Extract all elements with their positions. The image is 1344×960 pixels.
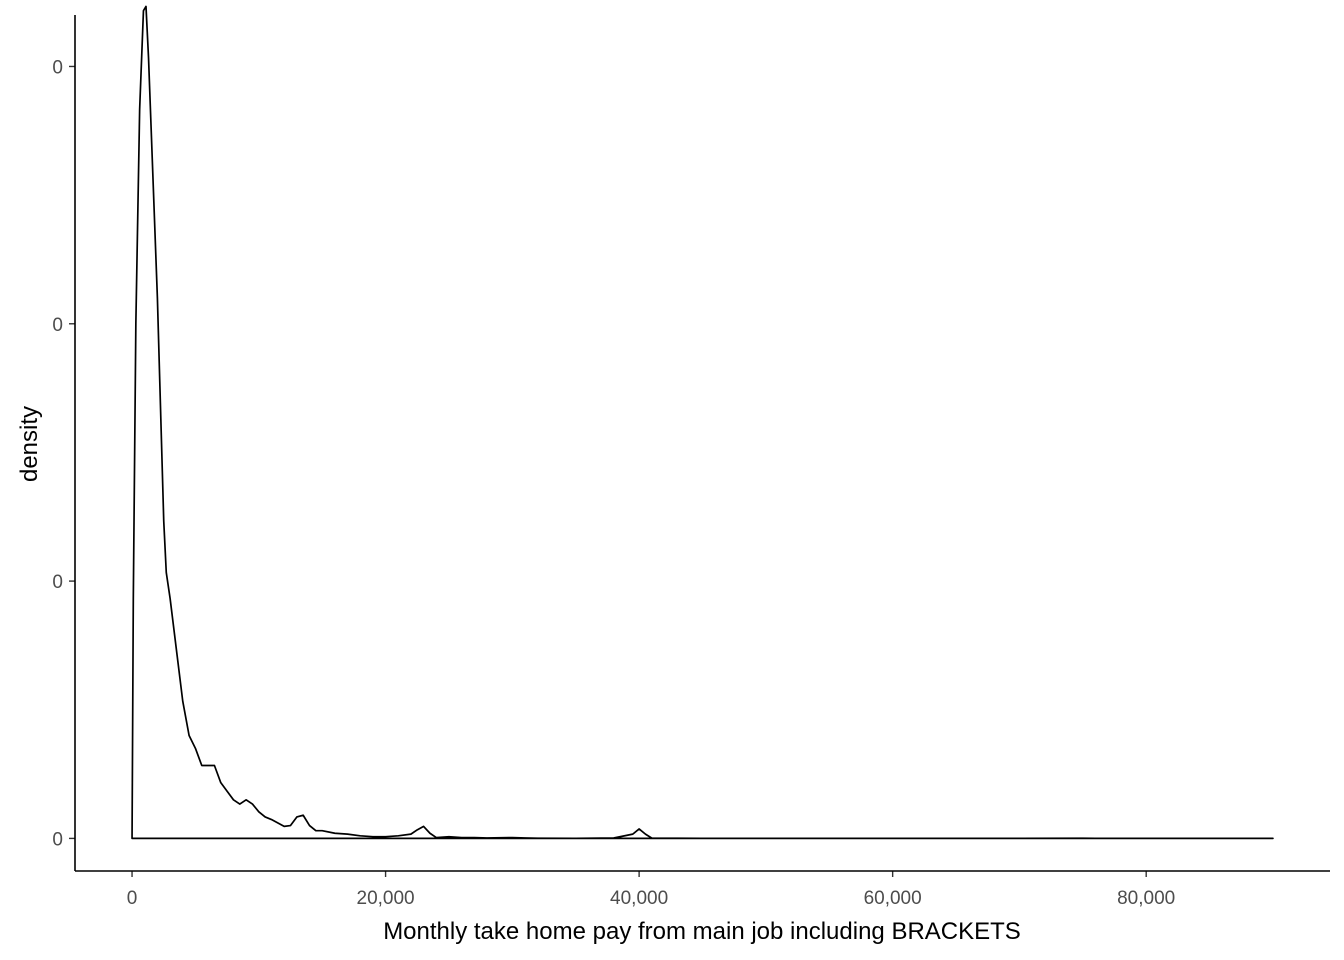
x-axis-title: Monthly take home pay from main job incl… — [383, 918, 1021, 945]
x-tick-label: 40,000 — [610, 888, 668, 909]
y-tick-label: 0 — [52, 829, 63, 850]
x-tick-label: 20,000 — [357, 888, 415, 909]
density-curve — [131, 5, 1274, 840]
y-axis-title: density — [16, 406, 43, 482]
y-tick-label: 0 — [52, 57, 63, 78]
x-tick-label: 0 — [127, 888, 138, 909]
y-tick-label: 0 — [52, 572, 63, 593]
x-tick-label: 60,000 — [864, 888, 922, 909]
y-tick-label: 0 — [52, 315, 63, 336]
series-layer — [131, 5, 1274, 840]
x-tick-label: 80,000 — [1117, 888, 1175, 909]
y-axis-ticks: 0 0 0 0 — [52, 57, 75, 850]
x-axis-ticks: 0 20,000 40,000 60,000 80,000 — [127, 871, 1175, 909]
